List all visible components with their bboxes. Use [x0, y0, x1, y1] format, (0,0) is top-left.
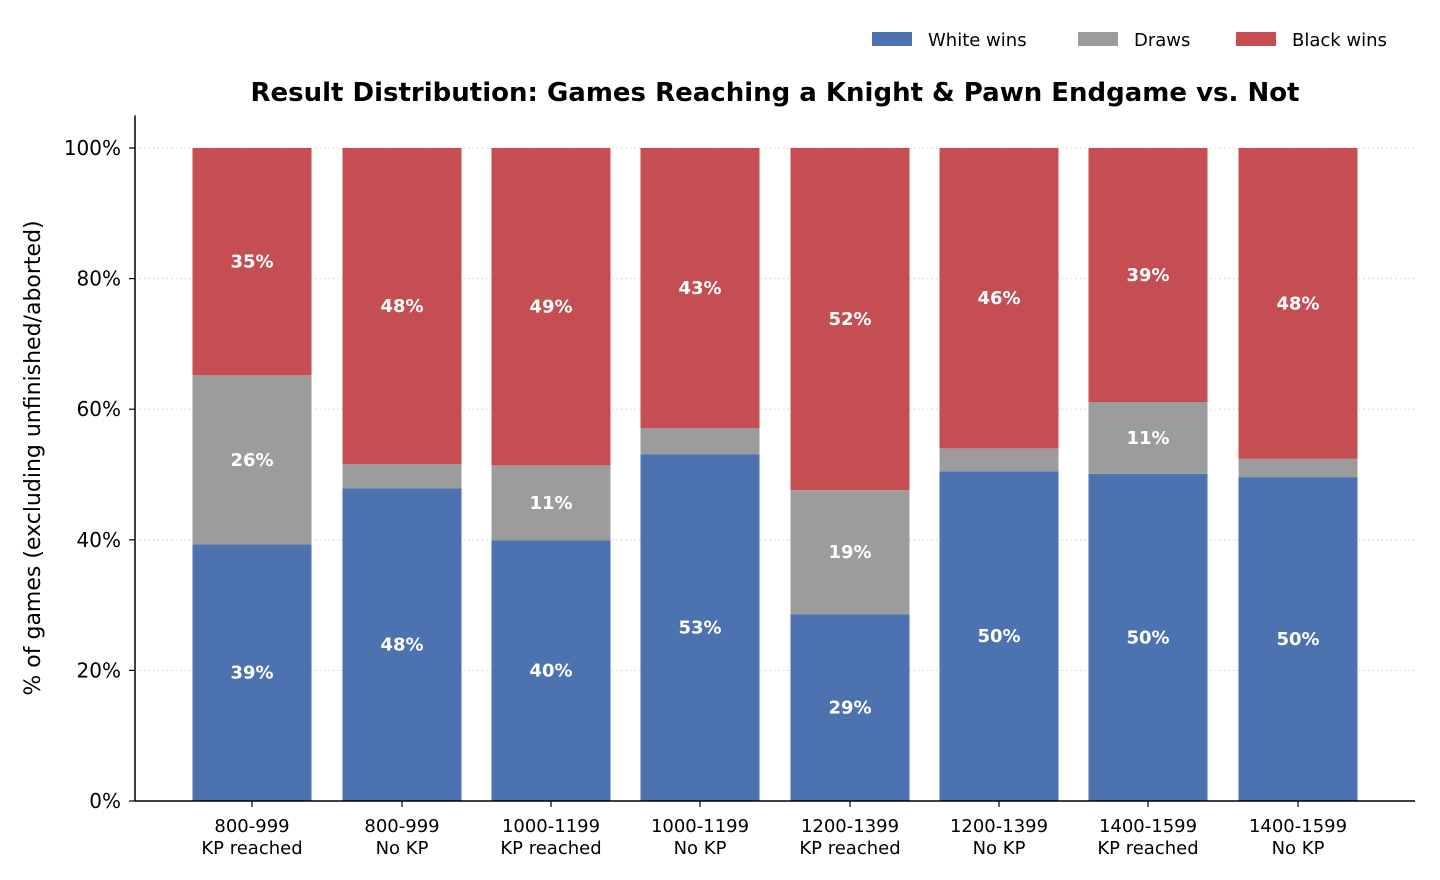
data-label: 50%	[977, 626, 1020, 647]
y-tick-label: 80%	[77, 267, 121, 291]
data-label: 50%	[1126, 627, 1169, 648]
y-axis-label: % of games (excluding unfinished/aborted…	[21, 220, 46, 695]
data-label: 46%	[977, 288, 1020, 309]
bar-white-wins	[1238, 477, 1358, 801]
bar-black-wins	[342, 148, 462, 465]
bar-draws	[192, 375, 312, 545]
data-label: 26%	[230, 450, 273, 471]
bar-black-wins	[790, 148, 910, 491]
x-tick-label: 1200-1399 KP reached	[799, 816, 900, 859]
data-label: 50%	[1276, 629, 1319, 650]
x-tick-label: 1200-1399 No KP	[950, 816, 1048, 859]
y-tick-label: 100%	[64, 136, 121, 160]
x-tick-label: 800-999 KP reached	[201, 816, 302, 859]
bar-black-wins	[491, 148, 611, 466]
data-label: 11%	[529, 493, 572, 514]
y-tick-label: 0%	[89, 789, 121, 813]
y-tick-label: 40%	[77, 528, 121, 552]
y-tick-label: 20%	[77, 658, 121, 682]
data-label: 39%	[1126, 265, 1169, 286]
bar-draws	[790, 490, 910, 615]
data-label: 39%	[230, 663, 273, 684]
bar-white-wins	[1088, 473, 1208, 801]
bar-white-wins	[342, 488, 462, 801]
bar-white-wins	[491, 540, 611, 801]
x-tick-label: 1000-1199 KP reached	[500, 816, 601, 859]
bar-black-wins	[192, 148, 312, 376]
bar-black-wins	[1238, 148, 1358, 459]
data-label: 48%	[380, 296, 423, 317]
bar-white-wins	[790, 614, 910, 801]
data-label: 29%	[828, 698, 871, 719]
x-tick-label: 1000-1199 No KP	[651, 816, 749, 859]
x-tick-label: 1400-1599 KP reached	[1097, 816, 1198, 859]
bar-draws	[491, 465, 611, 541]
legend-label-1: Draws	[1134, 30, 1190, 51]
bar-white-wins	[939, 471, 1059, 801]
data-label: 11%	[1126, 428, 1169, 449]
data-label: 48%	[380, 635, 423, 656]
legend-swatch-0	[872, 32, 912, 46]
chart-title: Result Distribution: Games Reaching a Kn…	[251, 78, 1300, 108]
bar-draws	[1088, 402, 1208, 474]
data-label: 35%	[230, 252, 273, 273]
bar-draws	[939, 448, 1059, 472]
bar-white-wins	[640, 454, 760, 801]
data-label: 49%	[529, 297, 572, 318]
bar-draws	[1238, 458, 1358, 478]
bar-draws	[342, 464, 462, 489]
x-tick-label: 800-999 No KP	[364, 816, 439, 859]
data-label: 53%	[678, 618, 721, 639]
y-tick-label: 60%	[77, 397, 121, 421]
data-label: 48%	[1276, 293, 1319, 314]
legend-label-2: Black wins	[1292, 30, 1387, 51]
data-label: 43%	[678, 278, 721, 299]
legend-label-0: White wins	[928, 30, 1027, 51]
data-label: 52%	[828, 309, 871, 330]
bar-white-wins	[192, 544, 312, 801]
bar-draws	[640, 428, 760, 455]
x-tick-label: 1400-1599 No KP	[1249, 816, 1347, 859]
data-label: 40%	[529, 661, 572, 682]
bar-black-wins	[939, 148, 1059, 449]
legend-swatch-2	[1236, 32, 1276, 46]
legend-swatch-1	[1078, 32, 1118, 46]
data-label: 19%	[828, 542, 871, 563]
bar-black-wins	[640, 148, 760, 429]
bar-black-wins	[1088, 148, 1208, 403]
